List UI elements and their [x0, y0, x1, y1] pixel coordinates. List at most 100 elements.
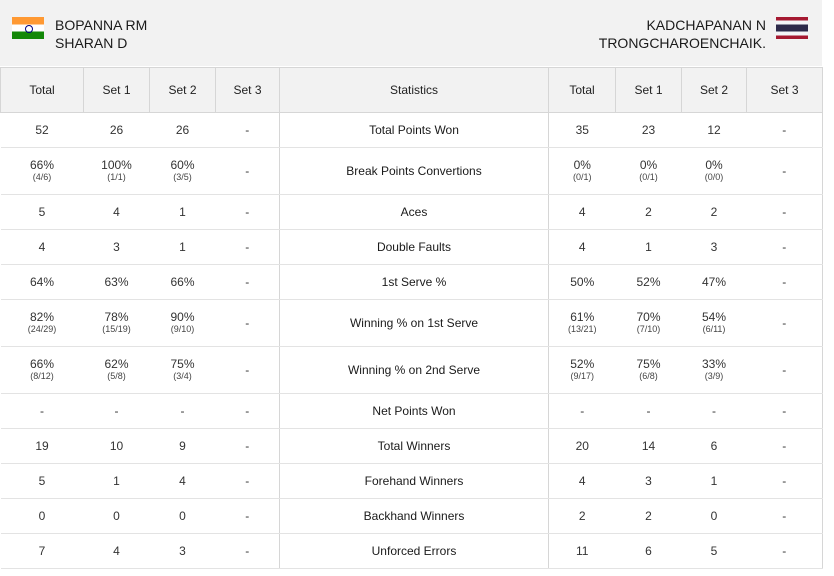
right-stat-cell: - [746, 428, 823, 464]
right-stat-cell: 5 [681, 533, 747, 569]
stat-ratio: (3/5) [173, 172, 192, 182]
stat-value: - [245, 122, 250, 137]
table-row: 19 10 9 - Total Winners 20 14 6 - [0, 428, 823, 464]
table-row: 4 3 1 - Double Faults 4 1 3 - [0, 229, 823, 265]
left-stat-cell: - [215, 393, 280, 429]
right-stat-cell: 11 [548, 533, 616, 569]
statistic-label: Forehand Winners [279, 463, 549, 499]
left-stat-cell: 9 [149, 428, 216, 464]
table-row: 5 1 4 - Forehand Winners 4 3 1 - [0, 463, 823, 499]
right-stat-cell: 52% [615, 264, 682, 300]
table-row: 66% (4/6) 100% (1/1) 60% (3/5) - Break Points C… [0, 147, 823, 195]
left-stat-cell: 10 [83, 428, 150, 464]
right-stat-cell: 3 [681, 229, 747, 265]
left-stat-cell: 1 [83, 463, 150, 499]
stat-value: 4 [578, 239, 586, 254]
stat-value: - [245, 239, 250, 254]
column-header: Set 1 [615, 67, 682, 113]
left-stat-cell: - [0, 393, 84, 429]
stat-value: 4 [578, 204, 586, 219]
stat-value: 90% [170, 310, 195, 324]
player-name: SHARAN D [55, 35, 128, 51]
stat-value: 3 [113, 239, 120, 254]
right-stat-cell: 61% (13/21) [548, 299, 616, 347]
right-stat-cell: 54% (6/11) [681, 299, 747, 347]
stat-value: 3 [710, 239, 718, 254]
stat-ratio: (5/8) [107, 371, 126, 381]
team-right: KADCHAPANAN N TRONGCHAROENCHAIK. [599, 16, 808, 52]
left-stat-cell: 7 [0, 533, 84, 569]
right-stat-cell: - [615, 393, 682, 429]
stat-value: 66% [170, 274, 195, 289]
left-stat-cell: 63% [83, 264, 150, 300]
stat-value: 5 [38, 204, 46, 219]
stat-value: 26 [175, 122, 190, 137]
stat-value: 10 [109, 438, 124, 453]
statistics-table: Total Set 1 Set 2 Set 3 Statistics Total… [0, 67, 823, 569]
right-stat-cell: 6 [615, 533, 682, 569]
stat-value: 1 [710, 473, 718, 488]
stat-value: - [245, 508, 250, 523]
stat-value: - [245, 403, 250, 418]
stat-value: 0 [710, 508, 718, 523]
left-stat-cell: 4 [0, 229, 84, 265]
right-stat-cell: 50% [548, 264, 616, 300]
right-stat-cell: 52% (9/17) [548, 346, 616, 394]
stat-value: - [245, 204, 250, 219]
stat-value: 82% [29, 310, 55, 324]
team-right-players: KADCHAPANAN N TRONGCHAROENCHAIK. [599, 16, 766, 52]
stat-value: 78% [104, 310, 129, 324]
stat-value: - [114, 403, 119, 418]
left-stat-cell: 52 [0, 112, 84, 148]
left-stat-cell: 26 [83, 112, 150, 148]
stat-ratio: (6/11) [702, 324, 726, 334]
left-stat-cell: - [215, 533, 280, 569]
stat-value: 6 [645, 543, 652, 558]
right-stat-cell: 0% (0/1) [548, 147, 616, 195]
stat-value: - [245, 274, 250, 289]
statistic-label: Winning % on 1st Serve [279, 299, 549, 347]
stat-value: - [245, 315, 250, 330]
stat-value: 11 [576, 543, 589, 558]
left-stat-cell: - [215, 229, 280, 265]
table-header-row: Total Set 1 Set 2 Set 3 Statistics Total… [0, 67, 823, 113]
left-stat-cell: 66% (4/6) [0, 147, 84, 195]
stat-value: 1 [179, 239, 186, 254]
stat-value: 7 [38, 543, 46, 558]
stat-value: - [782, 508, 787, 523]
right-stat-cell: 6 [681, 428, 747, 464]
left-stat-cell: - [215, 147, 280, 195]
player-name: BOPANNA RM [55, 17, 148, 33]
left-stat-cell: - [215, 194, 280, 230]
stat-value: 2 [578, 508, 586, 523]
statistic-label: Winning % on 2nd Serve [279, 346, 549, 394]
stat-value: 20 [575, 438, 589, 453]
right-stat-cell: - [746, 346, 823, 394]
stat-value: - [245, 543, 250, 558]
column-header: Set 1 [83, 67, 150, 113]
left-stat-cell: 5 [0, 463, 84, 499]
stat-value: - [782, 204, 787, 219]
left-stat-cell: 78% (15/19) [83, 299, 150, 347]
left-stat-cell: - [215, 112, 280, 148]
stat-value: 52% [570, 357, 595, 371]
stat-value: 3 [645, 473, 652, 488]
stat-value: - [782, 438, 787, 453]
stat-ratio: (0/1) [572, 172, 592, 182]
stat-value: 61% [570, 310, 595, 324]
stat-value: - [782, 315, 787, 330]
right-stat-cell: - [548, 393, 616, 429]
stat-value: 12 [707, 122, 721, 137]
stat-value: 54% [701, 310, 727, 324]
stat-value: - [245, 163, 250, 178]
team-left-players: BOPANNA RM SHARAN D [55, 16, 147, 52]
stat-value: 100% [101, 158, 132, 172]
stat-value: 60% [170, 158, 195, 172]
statistic-label: Total Points Won [279, 112, 549, 148]
left-stat-cell: 4 [83, 194, 150, 230]
right-stat-cell: 75% (6/8) [615, 346, 682, 394]
stat-value: 5 [710, 543, 718, 558]
right-stat-cell: 35 [548, 112, 616, 148]
stat-ratio: (8/12) [30, 371, 54, 381]
stat-value: 63% [104, 274, 129, 289]
